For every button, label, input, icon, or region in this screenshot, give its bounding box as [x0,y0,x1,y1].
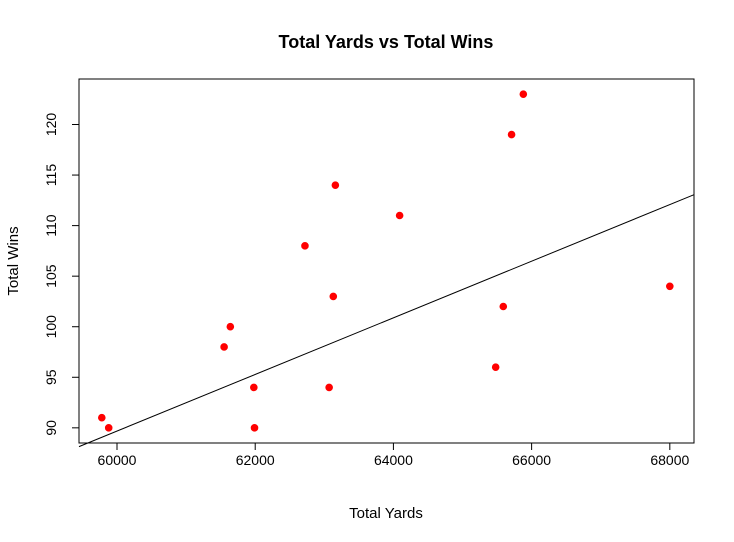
x-tick-label: 66000 [512,452,551,468]
data-point [491,363,500,371]
x-tick-label: 60000 [98,452,137,468]
data-point [98,413,106,422]
y-axis: 90 95 100 105 110 115 120 [43,113,80,436]
data-point [395,211,404,220]
data-point [329,292,338,301]
data-point [519,90,528,98]
chart-title: Total Yards vs Total Wins [279,32,494,52]
data-point [250,383,258,392]
data-point [104,424,113,432]
y-tick-label: 100 [43,315,59,339]
y-axis-label: Total Wins [5,226,22,295]
y-tick-label: 115 [43,164,59,187]
data-point [325,383,333,392]
data-point [226,322,235,331]
regression-line [78,194,695,448]
x-tick-label: 64000 [374,452,413,468]
y-tick-label: 90 [43,420,59,436]
x-axis-label: Total Yards [349,505,423,522]
data-point [499,302,508,311]
data-point [250,424,259,432]
data-point [220,343,228,351]
x-axis: 60000 62000 64000 66000 68000 [98,442,689,468]
y-tick-label: 105 [43,264,59,288]
data-point [331,181,340,189]
data-point [301,242,309,250]
x-tick-label: 62000 [236,452,275,468]
plot-frame [78,78,695,444]
data-points [98,90,674,432]
regression-line-layer [78,194,695,448]
y-tick-label: 95 [43,369,59,385]
x-tick-label: 68000 [650,452,689,468]
data-point [666,282,674,291]
y-tick-label: 120 [43,113,59,137]
data-point [507,130,516,139]
y-tick-label: 110 [43,214,59,237]
